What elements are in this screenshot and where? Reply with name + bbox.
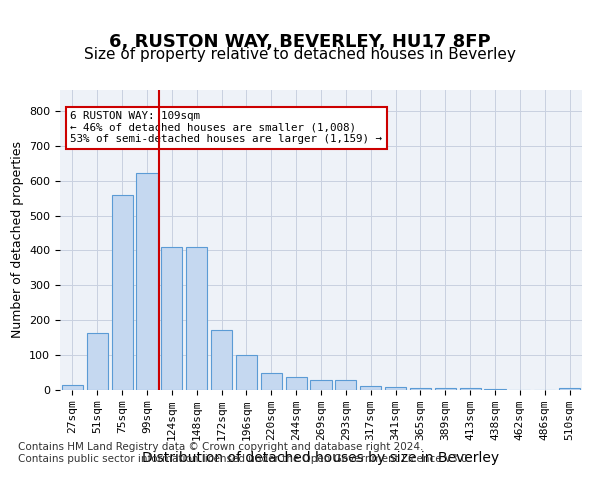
Bar <box>62 385 83 390</box>
Y-axis label: Number of detached properties: Number of detached properties <box>11 142 23 338</box>
X-axis label: Distribution of detached houses by size in Beverley: Distribution of detached houses by size … <box>142 452 500 466</box>
Bar <box>435 388 456 390</box>
Bar <box>410 388 431 390</box>
Bar <box>211 330 232 390</box>
Bar <box>310 380 332 390</box>
Bar <box>335 380 356 390</box>
Bar <box>236 355 257 390</box>
Bar <box>186 247 207 390</box>
Text: 6, RUSTON WAY, BEVERLEY, HU17 8FP: 6, RUSTON WAY, BEVERLEY, HU17 8FP <box>109 32 491 50</box>
Bar <box>286 376 307 390</box>
Text: Contains HM Land Registry data © Crown copyright and database right 2024.
Contai: Contains HM Land Registry data © Crown c… <box>18 442 471 464</box>
Bar <box>261 372 282 390</box>
Bar <box>161 247 182 390</box>
Text: 6 RUSTON WAY: 109sqm
← 46% of detached houses are smaller (1,008)
53% of semi-de: 6 RUSTON WAY: 109sqm ← 46% of detached h… <box>70 111 382 144</box>
Bar <box>136 174 158 390</box>
Bar <box>87 333 108 390</box>
Bar <box>112 194 133 390</box>
Bar <box>385 386 406 390</box>
Bar <box>460 388 481 390</box>
Bar <box>360 386 381 390</box>
Text: Size of property relative to detached houses in Beverley: Size of property relative to detached ho… <box>84 48 516 62</box>
Bar <box>559 388 580 390</box>
